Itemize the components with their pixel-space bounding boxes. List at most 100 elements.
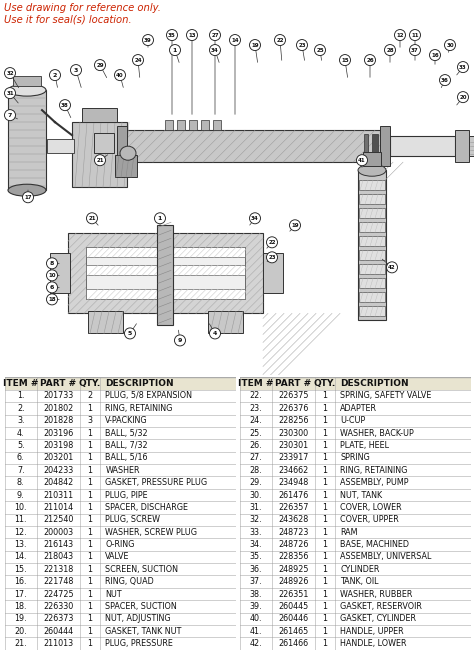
Text: 19: 19	[251, 42, 259, 48]
Text: 226330: 226330	[43, 602, 73, 611]
Text: 1: 1	[323, 478, 328, 487]
Text: NUT: NUT	[105, 590, 122, 599]
Bar	[125, 130, 380, 162]
Text: 248726: 248726	[278, 540, 309, 549]
Circle shape	[266, 252, 277, 263]
Text: 228356: 228356	[278, 552, 309, 562]
Text: 30: 30	[446, 42, 454, 48]
Text: SPACER, SUCTION: SPACER, SUCTION	[105, 602, 177, 611]
Text: 35.: 35.	[249, 552, 262, 562]
Text: SPACER, DISCHARGE: SPACER, DISCHARGE	[105, 503, 188, 512]
Text: 13.: 13.	[14, 540, 27, 549]
Text: 1: 1	[323, 466, 328, 475]
Bar	[359, 180, 385, 190]
Text: 25.: 25.	[249, 428, 262, 438]
Text: 1: 1	[323, 602, 328, 611]
Text: ADAPTER: ADAPTER	[340, 404, 377, 413]
Bar	[86, 289, 245, 299]
Text: 1: 1	[323, 392, 328, 400]
Text: 201802: 201802	[43, 404, 73, 413]
Bar	[359, 208, 385, 218]
Bar	[240, 377, 471, 390]
Circle shape	[186, 29, 198, 40]
Circle shape	[394, 29, 405, 40]
Text: ASSEMBLY, PUMP: ASSEMBLY, PUMP	[340, 478, 409, 487]
Text: WASHER: WASHER	[105, 466, 140, 475]
Circle shape	[386, 262, 398, 273]
Text: 201733: 201733	[43, 392, 73, 400]
Bar	[390, 136, 455, 156]
Circle shape	[22, 192, 34, 202]
Text: U-CUP: U-CUP	[340, 416, 365, 425]
Text: 230300: 230300	[278, 428, 309, 438]
Text: 24: 24	[134, 57, 142, 63]
Circle shape	[46, 294, 57, 305]
Text: 28.: 28.	[249, 466, 262, 475]
Bar	[5, 563, 236, 575]
Text: VALVE: VALVE	[105, 552, 130, 562]
Bar	[5, 550, 236, 563]
Text: QTY.: QTY.	[314, 379, 336, 388]
Bar	[240, 502, 471, 513]
Circle shape	[4, 68, 16, 78]
Circle shape	[46, 258, 57, 269]
Text: 12.: 12.	[14, 528, 27, 537]
Circle shape	[384, 44, 395, 56]
Text: 7.: 7.	[17, 466, 25, 475]
Text: 18: 18	[48, 297, 56, 302]
Text: 1: 1	[158, 215, 162, 221]
Text: 32.: 32.	[249, 515, 262, 524]
Ellipse shape	[120, 146, 136, 160]
Text: 32: 32	[6, 71, 14, 76]
Bar	[240, 477, 471, 489]
Text: 15.: 15.	[14, 565, 27, 574]
Text: WASHER, RUBBER: WASHER, RUBBER	[340, 590, 413, 599]
Bar	[240, 415, 471, 427]
Text: 17: 17	[24, 195, 32, 200]
Bar	[115, 155, 137, 177]
Circle shape	[155, 213, 165, 224]
Text: 37.: 37.	[249, 577, 262, 586]
Text: 1: 1	[323, 614, 328, 624]
Text: 3.: 3.	[17, 416, 25, 425]
Bar	[240, 563, 471, 575]
Text: 1: 1	[88, 478, 92, 487]
Text: 27.: 27.	[249, 453, 262, 462]
Bar	[240, 575, 471, 588]
Bar	[359, 236, 385, 246]
Text: 226351: 226351	[278, 590, 309, 599]
Text: RAM: RAM	[340, 528, 358, 537]
Text: RING, RETAINING: RING, RETAINING	[105, 404, 173, 413]
Circle shape	[4, 110, 16, 121]
Text: 9: 9	[178, 338, 182, 343]
Text: 41: 41	[358, 158, 366, 163]
Text: 1: 1	[88, 404, 92, 413]
Text: 30.: 30.	[249, 490, 262, 500]
Text: 1: 1	[88, 639, 92, 648]
Text: 260445: 260445	[278, 602, 309, 611]
Text: RING, QUAD: RING, QUAD	[105, 577, 154, 586]
Bar	[240, 427, 471, 439]
Text: 1.: 1.	[17, 392, 25, 400]
Bar	[240, 550, 471, 563]
Text: 8.: 8.	[17, 478, 25, 487]
Text: 243628: 243628	[278, 515, 309, 524]
Text: 42.: 42.	[249, 639, 262, 648]
Bar	[240, 526, 471, 538]
Text: 228256: 228256	[278, 416, 309, 425]
Text: V-PACKING: V-PACKING	[105, 416, 148, 425]
Text: GASKET, TANK NUT: GASKET, TANK NUT	[105, 627, 182, 635]
Circle shape	[429, 50, 440, 61]
Text: O-RING: O-RING	[105, 540, 135, 549]
Text: PLUG, SCREW: PLUG, SCREW	[105, 515, 160, 524]
Bar	[240, 613, 471, 625]
Text: 20: 20	[459, 95, 467, 100]
Text: 221318: 221318	[43, 565, 73, 574]
Bar	[240, 600, 471, 613]
Bar	[240, 588, 471, 600]
Bar	[455, 130, 469, 162]
Circle shape	[115, 70, 126, 80]
Text: TANK, OIL: TANK, OIL	[340, 577, 379, 586]
Bar	[359, 278, 385, 289]
Bar	[240, 513, 471, 526]
